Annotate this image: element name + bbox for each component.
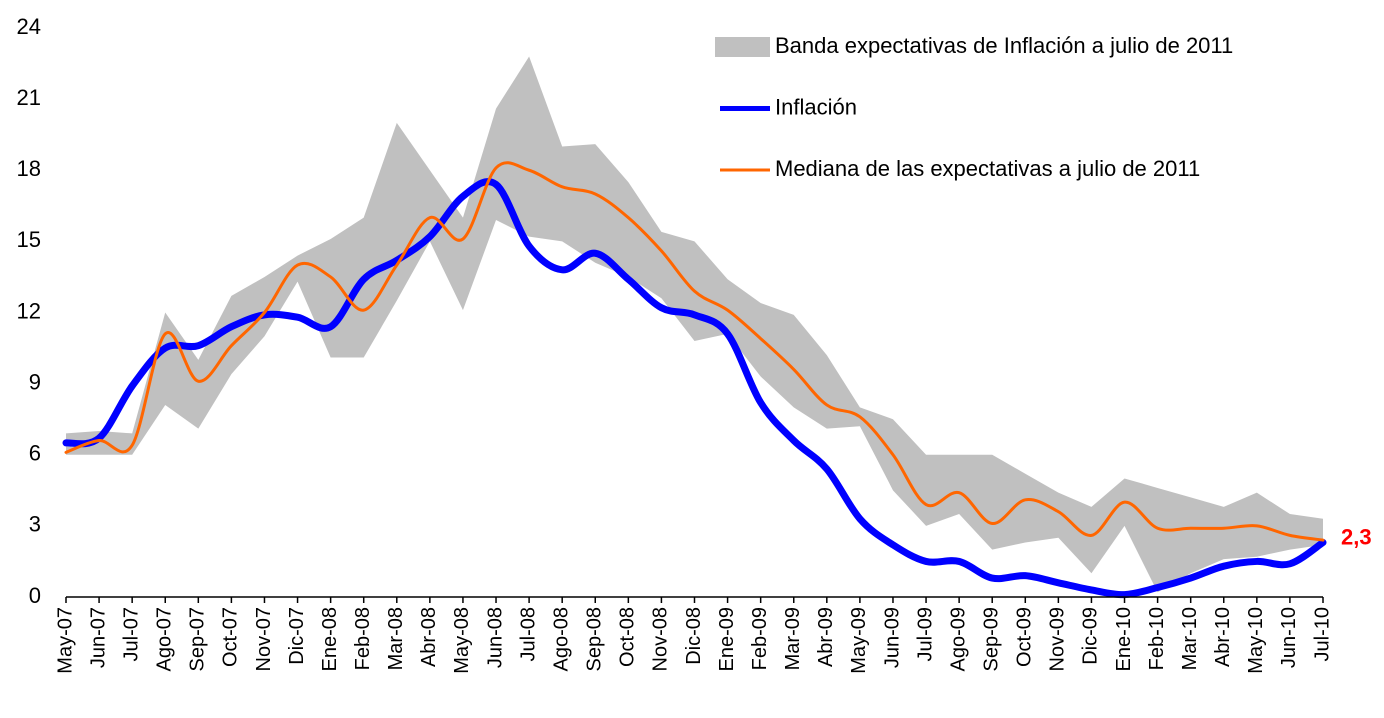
y-tick-label: 21: [17, 85, 41, 110]
x-tick-label: Jun-07: [87, 607, 109, 668]
x-tick-label: Ago-07: [154, 607, 176, 672]
x-tick-label: Oct-07: [220, 607, 242, 667]
y-tick-label: 18: [17, 156, 41, 181]
series-line: [64, 161, 1325, 542]
x-tick-label: Ago-08: [550, 607, 572, 672]
x-tick-label: May-10: [1245, 607, 1267, 674]
x-tick-label: Ene-10: [1113, 607, 1135, 672]
x-tick-label: Abr-10: [1212, 607, 1234, 667]
x-tick-label: May-07: [54, 607, 76, 674]
x-tick-label: Jun-10: [1278, 607, 1300, 668]
y-tick-label: 24: [17, 14, 41, 39]
x-tick-label: Feb-09: [749, 607, 771, 670]
y-tick-label: 6: [29, 441, 41, 466]
x-tick-label: Oct-09: [1014, 607, 1036, 667]
x-tick-label: Mar-08: [385, 607, 407, 670]
legend-label: Banda expectativas de Inflación a julio …: [775, 33, 1233, 58]
y-tick-label: 12: [17, 298, 41, 323]
x-tick-label: Abr-09: [815, 607, 837, 667]
x-tick-label: Feb-10: [1146, 607, 1168, 670]
y-tick-label: 9: [29, 369, 41, 394]
x-tick-label: Sep-09: [980, 607, 1002, 672]
x-tick-label: Jun-09: [881, 607, 903, 668]
band-area: [66, 56, 1323, 593]
series-line: [62, 178, 1327, 599]
x-tick-label: Nov-07: [253, 607, 275, 671]
x-tick-label: Jun-08: [484, 607, 506, 668]
x-tick-label: Jul-08: [517, 607, 539, 661]
x-tick-label: Oct-08: [617, 607, 639, 667]
x-tick-label: Mar-09: [782, 607, 804, 670]
x-tick-label: Mar-10: [1179, 607, 1201, 670]
x-tick-label: May-08: [451, 607, 473, 674]
x-tick-label: Nov-08: [650, 607, 672, 671]
x-tick-label: Nov-09: [1047, 607, 1069, 671]
x-tick-label: Dic-07: [286, 607, 308, 665]
y-tick-label: 0: [29, 583, 41, 608]
x-tick-label: Dic-08: [683, 607, 705, 665]
legend-swatch: [715, 37, 770, 57]
legend-label: Mediana de las expectativas a julio de 2…: [775, 156, 1200, 181]
x-tick-label: Jul-09: [914, 607, 936, 661]
x-tick-label: Dic-09: [1080, 607, 1102, 665]
x-tick-label: Ago-09: [947, 607, 969, 672]
x-tick-label: Sep-08: [584, 607, 606, 672]
y-tick-label: 15: [17, 227, 41, 252]
x-tick-label: Sep-07: [187, 607, 209, 672]
y-tick-label: 3: [29, 512, 41, 537]
x-tick-label: May-09: [848, 607, 870, 674]
x-tick-label: Abr-08: [418, 607, 440, 667]
legend-label: Inflación: [775, 94, 857, 119]
x-tick-label: Ene-08: [319, 607, 341, 672]
data-label: 2,3: [1341, 524, 1372, 549]
x-tick-label: Feb-08: [352, 607, 374, 670]
x-tick-label: Jul-10: [1311, 607, 1333, 661]
x-tick-label: Jul-07: [120, 607, 142, 661]
x-tick-label: Ene-09: [716, 607, 738, 672]
